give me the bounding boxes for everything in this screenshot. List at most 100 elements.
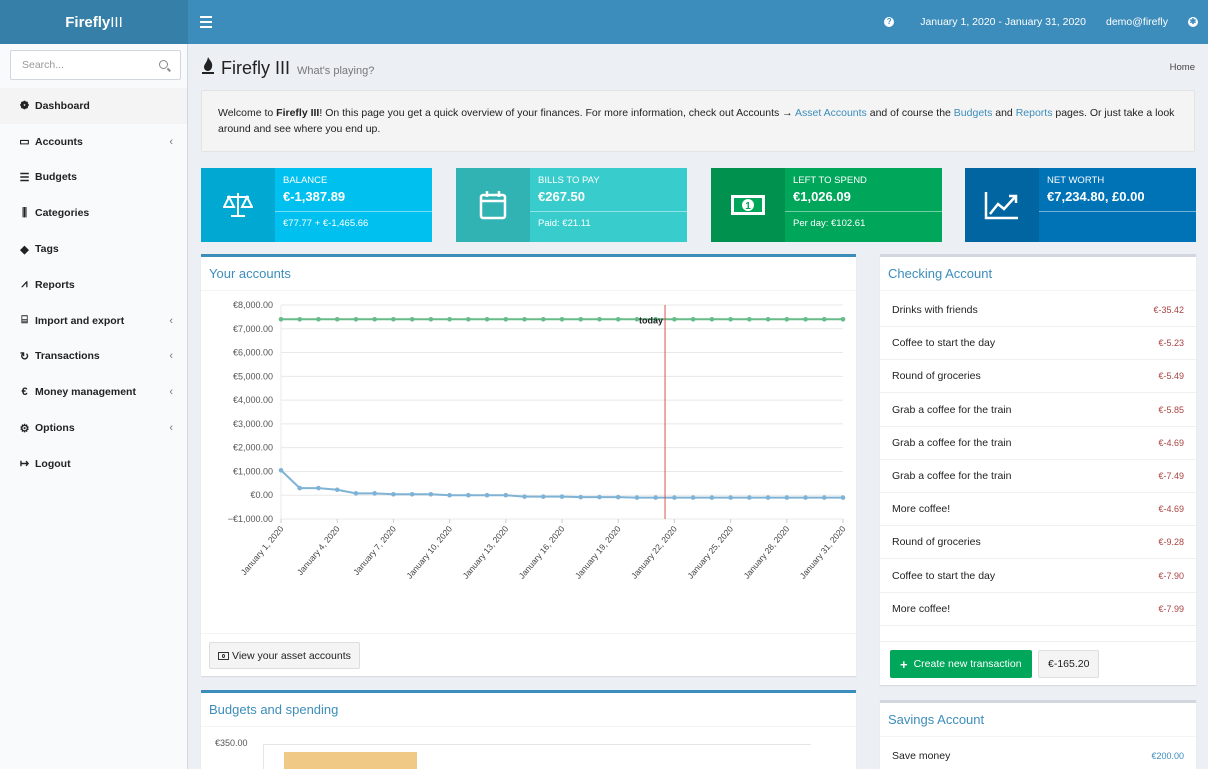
welcome-callout: Welcome to Firefly III! On this page you… [201,90,1195,152]
sidebar-item-tags[interactable]: ◆ Tags [0,231,187,267]
sidebar-item-categories[interactable]: ⫼ Categories [0,195,187,231]
transaction-description[interactable]: Grab a coffee for the train [892,436,1012,449]
sidebar-item-label: Transactions [35,350,100,363]
transaction-row[interactable]: Grab a coffee for the train €-5.85 [880,394,1196,427]
sidebar-toggle-icon[interactable] [200,13,212,31]
bar-chart-icon: ⫼ [21,206,28,219]
transaction-description[interactable]: More coffee! [892,602,951,615]
info-box-subtext: Per day: €102.61 [793,218,866,229]
info-box-label: BALANCE [283,175,328,186]
data-point [653,495,658,500]
data-point [503,316,509,322]
transaction-row[interactable]: More coffee! €-7.99 [880,593,1196,626]
series-line-1 [280,469,843,499]
sidebar-item-budgets[interactable]: ☰ Budgets [0,160,187,196]
transaction-description[interactable]: Coffee to start the day [892,337,996,350]
transaction-row[interactable]: Save money €200.00 [880,740,1196,769]
data-point [540,494,546,499]
data-point [353,491,359,496]
transaction-amount: €-4.69 [1158,504,1184,515]
transaction-description[interactable]: Grab a coffee for the train [892,403,1012,416]
app-logo[interactable]: Firefly III [0,0,188,44]
breadcrumb[interactable]: Home [1169,62,1195,73]
transaction-amount: €-7.49 [1158,471,1184,481]
cogs-icon: ⚙ [19,422,30,435]
budgets-link[interactable]: Budgets [953,107,993,119]
transaction-description[interactable]: Save money [892,750,951,762]
sidebar-item-logout[interactable]: ↦ Logout [0,446,187,482]
data-point [278,316,284,322]
transaction-row[interactable]: Drinks with friends €-35.42 [880,294,1196,327]
user-menu[interactable]: demo@firefly [1105,16,1168,28]
budget-y-axis [263,744,264,769]
sidebar-item-options[interactable]: ⚙ Options ‹ [0,410,187,446]
checking-account-title[interactable]: Checking Account [880,257,1196,291]
settings-button[interactable]: ✱ [1188,17,1198,27]
transaction-description[interactable]: Coffee to start the day [892,569,996,582]
data-point [334,487,340,493]
date-range-picker[interactable]: January 1, 2020 - January 31, 2020 [920,16,1086,28]
info-box-bills-to-pay[interactable]: BILLS TO PAY €267.50 Paid: €21.11 [456,168,687,242]
transaction-row[interactable]: Coffee to start the day €-5.23 [880,327,1196,361]
data-point [634,316,640,322]
transaction-description[interactable]: More coffee! [892,503,951,516]
question-icon: ? [884,17,895,27]
data-point [765,316,771,322]
help-button[interactable]: ? [884,17,895,27]
info-box-value: €1,026.09 [793,189,851,204]
data-point [391,491,396,497]
sidebar-item-accounts[interactable]: ▭ Accounts ‹ [0,124,187,160]
y-tick-label: €7,000.00 [233,324,273,334]
sidebar-item-money-management[interactable]: € Money management ‹ [0,374,187,410]
info-box-balance[interactable]: BALANCE €-1,387.89 €77.77 + €-1,465.66 [201,168,432,242]
info-box-net-worth[interactable]: NET WORTH €7,234.80, £0.00 [965,168,1196,242]
hdd-icon: ⌸ [21,314,28,327]
y-tick-label: €4,000.00 [233,395,273,405]
asset-accounts-link[interactable]: Asset Accounts [795,107,867,119]
budget-gridline [263,744,811,745]
transaction-row[interactable]: Round of groceries €-5.49 [880,360,1196,394]
budgets-box: Budgets and spending €350.00 [201,690,856,769]
data-point [372,316,377,322]
x-tick-label: January 22, 2020 [629,524,679,581]
transaction-description[interactable]: Grab a coffee for the train [892,470,1012,482]
budgets-box-title: Budgets and spending [201,693,856,727]
transaction-row[interactable]: More coffee! €-4.69 [880,493,1196,527]
transaction-amount: €-7.90 [1158,570,1184,581]
money-icon: 1 [711,168,785,242]
data-point [821,495,827,500]
sign-out-icon: ↦ [19,458,30,471]
welcome-text: and of course the [866,107,954,119]
sidebar-item-transactions[interactable]: ↻ Transactions ‹ [0,339,187,375]
transaction-row[interactable]: Grab a coffee for the train €-4.69 [880,427,1196,460]
reports-link[interactable]: Reports [1015,107,1053,119]
info-box-left-to-spend[interactable]: 1 LEFT TO SPEND €1,026.09 Per day: €102.61 [711,168,942,242]
sidebar-item-reports[interactable]: ⩘ Reports [0,267,187,303]
view-asset-accounts-button[interactable]: View your asset accounts [209,642,360,669]
transaction-description[interactable]: Round of groceries [892,536,981,549]
budget-bar[interactable] [284,752,417,769]
y-tick-label: €3,000.00 [233,419,273,429]
sidebar-item-label: Import and export [35,314,125,327]
transaction-row[interactable]: Grab a coffee for the train €-7.49 [880,460,1196,493]
create-transaction-label: Create new transaction [913,658,1022,670]
transaction-row[interactable]: Coffee to start the day €-7.90 [880,560,1196,593]
data-point [672,316,677,322]
search-placeholder: Search... [22,59,65,71]
info-box-subtext: Paid: €21.11 [538,218,591,229]
search-input[interactable]: Search... [10,50,181,80]
sidebar-item-import-and-export[interactable]: ⌸ Import and export ‹ [0,303,187,339]
transaction-description[interactable]: Round of groceries [892,370,981,383]
repeat-icon: ↻ [19,350,30,363]
search-icon[interactable] [159,60,168,69]
sidebar-item-dashboard[interactable]: ❁ Dashboard [0,88,187,124]
sidebar-item-label: Logout [35,457,71,470]
create-transaction-button[interactable]: + Create new transaction [890,650,1032,678]
tags-icon: ◆ [20,243,29,256]
savings-account-title[interactable]: Savings Account [880,703,1196,737]
y-tick-label: €6,000.00 [233,348,273,358]
transaction-row[interactable]: Round of groceries €-9.28 [880,526,1196,560]
transaction-amount: €-5.85 [1158,404,1184,415]
transaction-description[interactable]: Drinks with friends [892,304,978,316]
x-tick-label: January 28, 2020 [741,524,791,581]
